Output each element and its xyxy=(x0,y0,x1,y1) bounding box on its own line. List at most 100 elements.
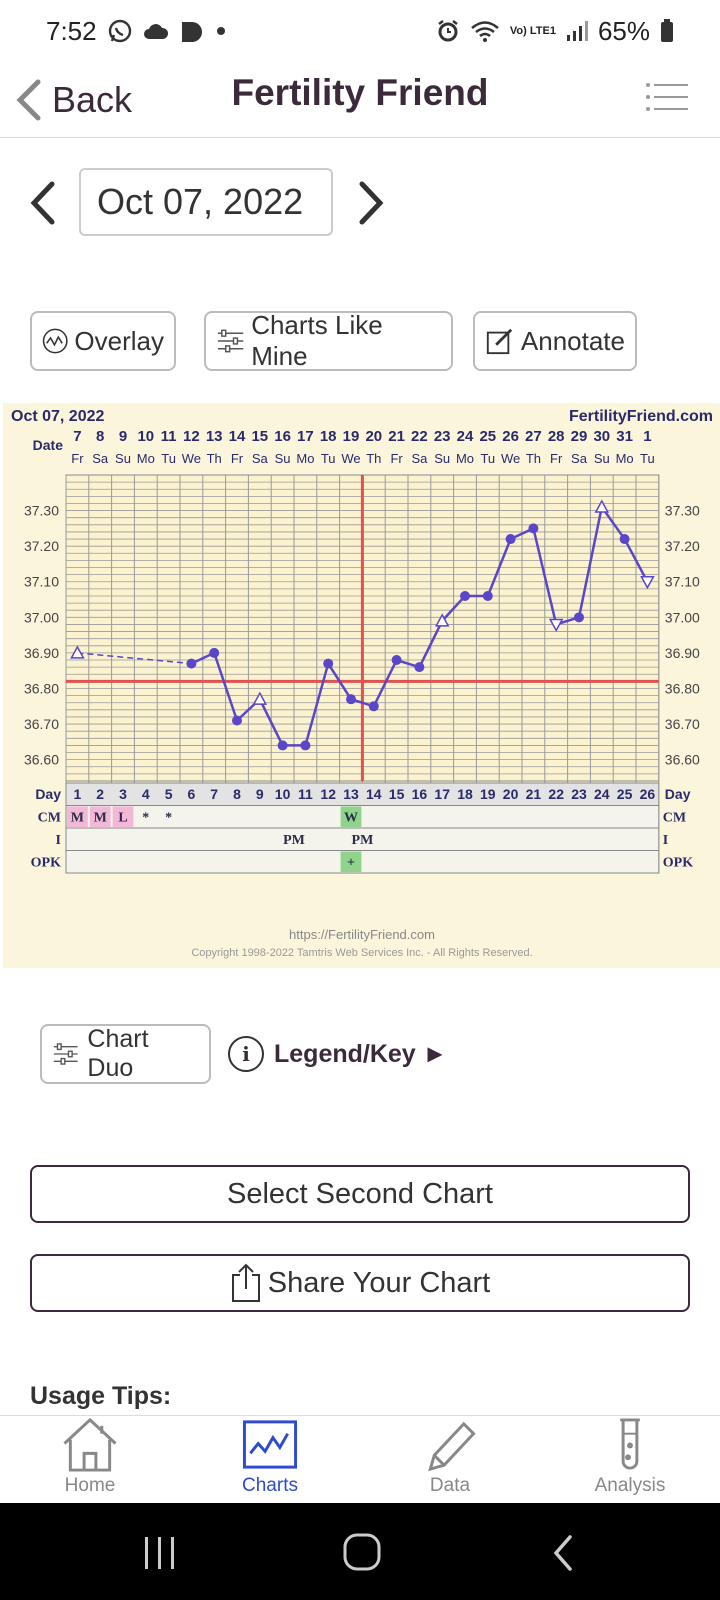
temperature-point-open xyxy=(434,613,450,627)
y-tick-label-right: 37.10 xyxy=(665,574,700,590)
temperature-segment xyxy=(577,506,604,618)
chevron-left-icon xyxy=(16,79,41,121)
y-tick-label-right: 36.90 xyxy=(665,645,700,661)
home-circle-icon xyxy=(343,1533,381,1571)
dot-icon xyxy=(215,25,227,37)
menu-button[interactable] xyxy=(644,74,690,120)
overlay-button[interactable]: Overlay xyxy=(30,311,176,371)
date-label: 18 xyxy=(320,428,337,445)
back-label: Back xyxy=(52,79,133,120)
wifi-icon xyxy=(470,19,500,43)
chart-brand: FertilityFriend.com xyxy=(569,408,713,425)
annotate-label: Annotate xyxy=(520,325,625,356)
weekday-label: Tu xyxy=(480,451,495,466)
weekday-label: Fr xyxy=(390,451,403,466)
overlay-icon xyxy=(42,328,68,354)
row-cell-value: * xyxy=(142,811,149,826)
usage-tips-heading: Usage Tips: xyxy=(30,1382,172,1410)
weekday-label: Sa xyxy=(411,451,428,466)
previous-date-button[interactable] xyxy=(26,178,62,228)
back-system-button[interactable] xyxy=(540,1531,590,1575)
date-label: 28 xyxy=(548,428,565,445)
cycle-day-label: 25 xyxy=(617,786,633,802)
weekday-label: Th xyxy=(366,451,381,466)
info-icon: i xyxy=(228,1036,264,1072)
date-row-label: Date xyxy=(33,437,64,453)
nav-data[interactable]: Data xyxy=(360,1416,540,1503)
chevron-right-icon xyxy=(359,181,384,225)
status-right: Vo) LTE1 65% xyxy=(436,16,674,47)
weekday-label: Tu xyxy=(321,451,336,466)
weekday-label: Sa xyxy=(92,451,109,466)
cycle-day-label: 18 xyxy=(457,786,473,802)
chart-title: Oct 07, 2022 xyxy=(11,408,105,425)
row-cell-value: * xyxy=(165,811,172,826)
temperature-point xyxy=(323,658,334,669)
date-label: 29 xyxy=(571,428,588,445)
cycle-day-label: 9 xyxy=(256,786,264,802)
temperature-point xyxy=(414,662,425,673)
y-tick-label-right: 37.30 xyxy=(665,503,700,519)
nav-analysis[interactable]: Analysis xyxy=(540,1416,720,1503)
footer-url: https://FertilityFriend.com xyxy=(289,927,435,942)
temperature-point xyxy=(346,694,356,705)
weekday-label: Fr xyxy=(550,451,563,466)
temperature-point xyxy=(300,740,311,751)
recent-apps-button[interactable] xyxy=(135,1531,185,1575)
row-cell-value: M xyxy=(94,811,107,826)
temperature-segment xyxy=(213,652,239,721)
charts-like-mine-button[interactable]: Charts Like Mine xyxy=(204,310,453,371)
whatsapp-icon xyxy=(107,18,133,44)
date-label: 24 xyxy=(457,428,474,445)
weekday-label: Su xyxy=(275,451,291,466)
marked-cell xyxy=(340,851,362,872)
cycle-day-label: 16 xyxy=(412,786,428,802)
annotate-button[interactable]: Annotate xyxy=(473,311,637,371)
back-button[interactable]: Back xyxy=(14,70,132,130)
cycle-day-label: 5 xyxy=(165,786,173,802)
share-chart-button[interactable]: Share Your Chart xyxy=(30,1254,690,1312)
cycle-day-label: 21 xyxy=(526,786,542,802)
y-tick-label-left: 37.00 xyxy=(24,609,59,625)
cycle-day-label: 24 xyxy=(594,786,610,802)
nav-charts-label: Charts xyxy=(242,1475,298,1496)
home-icon xyxy=(63,1417,117,1472)
home-system-button[interactable] xyxy=(337,1531,387,1575)
marked-cell xyxy=(89,806,111,827)
legend-key-link[interactable]: i Legend/Key ► xyxy=(228,1034,447,1074)
charts-icon xyxy=(242,1420,298,1469)
temperature-point-open xyxy=(252,691,268,705)
weekday-label: Fr xyxy=(71,451,84,466)
date-label: 25 xyxy=(479,428,496,445)
status-left: 7:52 xyxy=(46,16,227,47)
nav-home-label: Home xyxy=(64,1475,116,1496)
y-tick-label-left: 37.10 xyxy=(24,574,59,590)
cycle-day-label: 11 xyxy=(298,786,313,802)
weekday-label: We xyxy=(341,451,360,466)
cycle-day-label: 4 xyxy=(142,786,150,802)
app-notification-icon xyxy=(179,18,205,44)
nav-charts[interactable]: Charts xyxy=(180,1416,360,1503)
temperature-segment xyxy=(258,698,284,746)
cycle-day-label: 17 xyxy=(434,786,450,802)
temperature-segment xyxy=(532,528,558,625)
row-label: I xyxy=(56,833,61,848)
share-icon xyxy=(231,1263,260,1302)
chevron-left-icon xyxy=(30,181,55,225)
y-tick-label-right: 36.80 xyxy=(665,680,700,696)
select-second-chart-button[interactable]: Select Second Chart xyxy=(30,1165,690,1223)
share-chart-label: Share Your Chart xyxy=(267,1266,491,1299)
chart-duo-button[interactable]: Chart Duo xyxy=(40,1024,211,1084)
next-date-button[interactable] xyxy=(352,178,388,228)
date-label: 7 xyxy=(73,428,81,445)
date-label: 8 xyxy=(96,428,104,445)
marked-cell xyxy=(112,806,134,827)
weekday-label: Mo xyxy=(456,451,474,466)
date-selector[interactable]: Oct 07, 2022 xyxy=(79,168,333,236)
row-label-right: I xyxy=(663,833,668,848)
date-label: 20 xyxy=(365,428,382,445)
cycle-day-label: 15 xyxy=(389,786,405,802)
app-title: Fertility Friend xyxy=(231,72,489,113)
row-cell-value: PM xyxy=(283,833,305,848)
nav-home[interactable]: Home xyxy=(0,1416,180,1503)
